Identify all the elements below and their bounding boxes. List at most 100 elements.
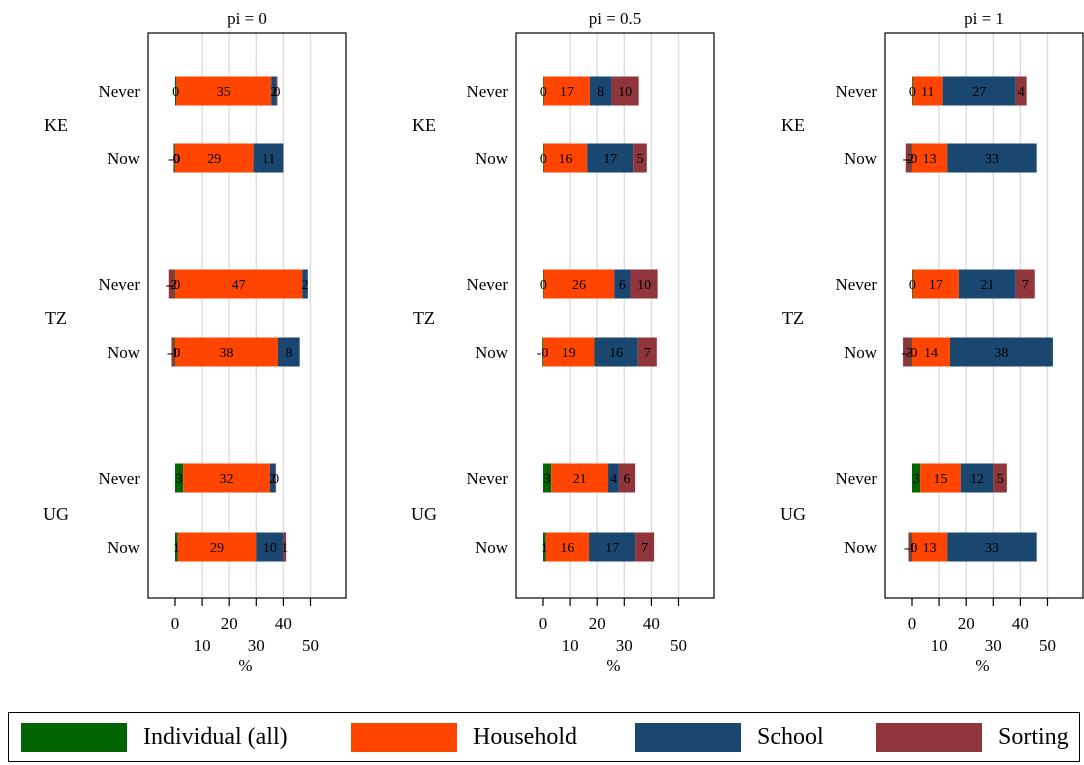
data-label: 0 — [540, 278, 547, 293]
row-label: Never — [98, 82, 140, 101]
bar-segment — [911, 143, 912, 173]
x-axis-label: % — [606, 656, 620, 675]
bar-segment — [175, 463, 184, 493]
data-label: 0 — [540, 152, 547, 167]
panel-title: pi = 0 — [227, 9, 267, 28]
data-label: -0 — [169, 346, 181, 361]
data-label: 13 — [923, 152, 937, 167]
x-tick-label: 40 — [1012, 614, 1029, 633]
data-label: 29 — [210, 541, 224, 556]
data-label: 3 — [176, 472, 183, 487]
bar-segment — [177, 532, 257, 562]
bar-segment — [611, 76, 639, 106]
data-label: -0 — [906, 152, 918, 167]
data-label: 33 — [985, 152, 999, 167]
panel-title: pi = 0.5 — [589, 9, 642, 28]
bar-segment — [175, 337, 278, 367]
bar-segment — [171, 337, 175, 367]
x-tick-label: 40 — [275, 614, 292, 633]
bar-segment — [1015, 76, 1027, 106]
bar-segment — [958, 269, 1016, 299]
bar-segment — [543, 463, 552, 493]
row-label: Now — [844, 149, 878, 168]
x-tick-label: 0 — [908, 614, 917, 633]
x-tick-label: 10 — [562, 636, 579, 655]
data-label: 8 — [285, 346, 292, 361]
bar-segment — [912, 269, 959, 299]
data-label: 17 — [560, 85, 574, 100]
data-label: 16 — [609, 346, 623, 361]
data-label: 19 — [562, 346, 576, 361]
bar-segment — [302, 269, 308, 299]
bar-segment — [173, 143, 175, 173]
bar-segment — [175, 143, 254, 173]
data-label: -0 — [906, 346, 918, 361]
x-tick-label: 10 — [194, 636, 211, 655]
bar-segment — [949, 337, 1053, 367]
x-tick-label: 0 — [171, 614, 180, 633]
bar-segment — [253, 143, 284, 173]
data-label: 11 — [921, 85, 934, 100]
bar-segment — [947, 532, 1037, 562]
bar-segment — [618, 463, 636, 493]
data-label: 2 — [302, 278, 309, 293]
bar-segment — [912, 143, 948, 173]
bar-segment — [993, 463, 1007, 493]
data-label: 0 — [540, 85, 547, 100]
panel-frame — [884, 32, 1084, 599]
row-label: Never — [835, 275, 877, 294]
data-label: 7 — [1022, 278, 1029, 293]
data-label: 38 — [219, 346, 233, 361]
bar-segment — [543, 269, 544, 299]
bar-segment — [960, 463, 994, 493]
x-tick-label: 30 — [616, 636, 633, 655]
bar-segment — [911, 532, 912, 562]
bar-segment — [543, 143, 544, 173]
row-label: Now — [475, 149, 509, 168]
legend-swatch-sorting — [876, 722, 982, 752]
data-label: -0 — [169, 152, 181, 167]
x-axis-label: % — [975, 656, 989, 675]
data-label: 17 — [605, 541, 619, 556]
data-label: 0 — [172, 85, 179, 100]
data-label: 11 — [262, 152, 275, 167]
data-label: 29 — [207, 152, 221, 167]
group-label: KE — [781, 115, 805, 135]
data-label: 3 — [913, 472, 920, 487]
data-label: 33 — [985, 541, 999, 556]
data-label: 6 — [619, 278, 626, 293]
row-label: Now — [107, 343, 141, 362]
data-label: 5 — [637, 152, 644, 167]
bar-segment — [942, 76, 1016, 106]
data-label: 16 — [558, 152, 572, 167]
legend-label-sorting: Sorting — [998, 723, 1069, 750]
data-label: -1 — [167, 346, 179, 361]
bar-segment — [1015, 269, 1035, 299]
panel-title: pi = 1 — [964, 9, 1004, 28]
row-label: Never — [835, 469, 877, 488]
x-axis-label: % — [238, 656, 252, 675]
bar-segment — [543, 76, 590, 106]
data-label: 32 — [219, 472, 233, 487]
x-tick-label: 20 — [589, 614, 606, 633]
x-tick-label: 30 — [248, 636, 265, 655]
row-label: Now — [107, 149, 141, 168]
bar-segment — [912, 532, 948, 562]
data-label: 7 — [641, 541, 648, 556]
data-label: 0 — [909, 85, 916, 100]
x-tick-label: 30 — [985, 636, 1002, 655]
row-label: Never — [466, 275, 508, 294]
data-label: 21 — [980, 278, 994, 293]
x-tick-label: 50 — [670, 636, 687, 655]
group-label: TZ — [413, 308, 435, 328]
legend-item-sorting: Sorting — [876, 713, 1069, 761]
bar-segment — [543, 532, 546, 562]
data-label: -0 — [537, 346, 549, 361]
bar-segment — [542, 337, 543, 367]
bar-segment — [551, 463, 609, 493]
data-label: 7 — [644, 346, 651, 361]
data-label: 2 — [270, 85, 277, 100]
bar-segment — [637, 337, 657, 367]
data-label: 47 — [232, 278, 246, 293]
